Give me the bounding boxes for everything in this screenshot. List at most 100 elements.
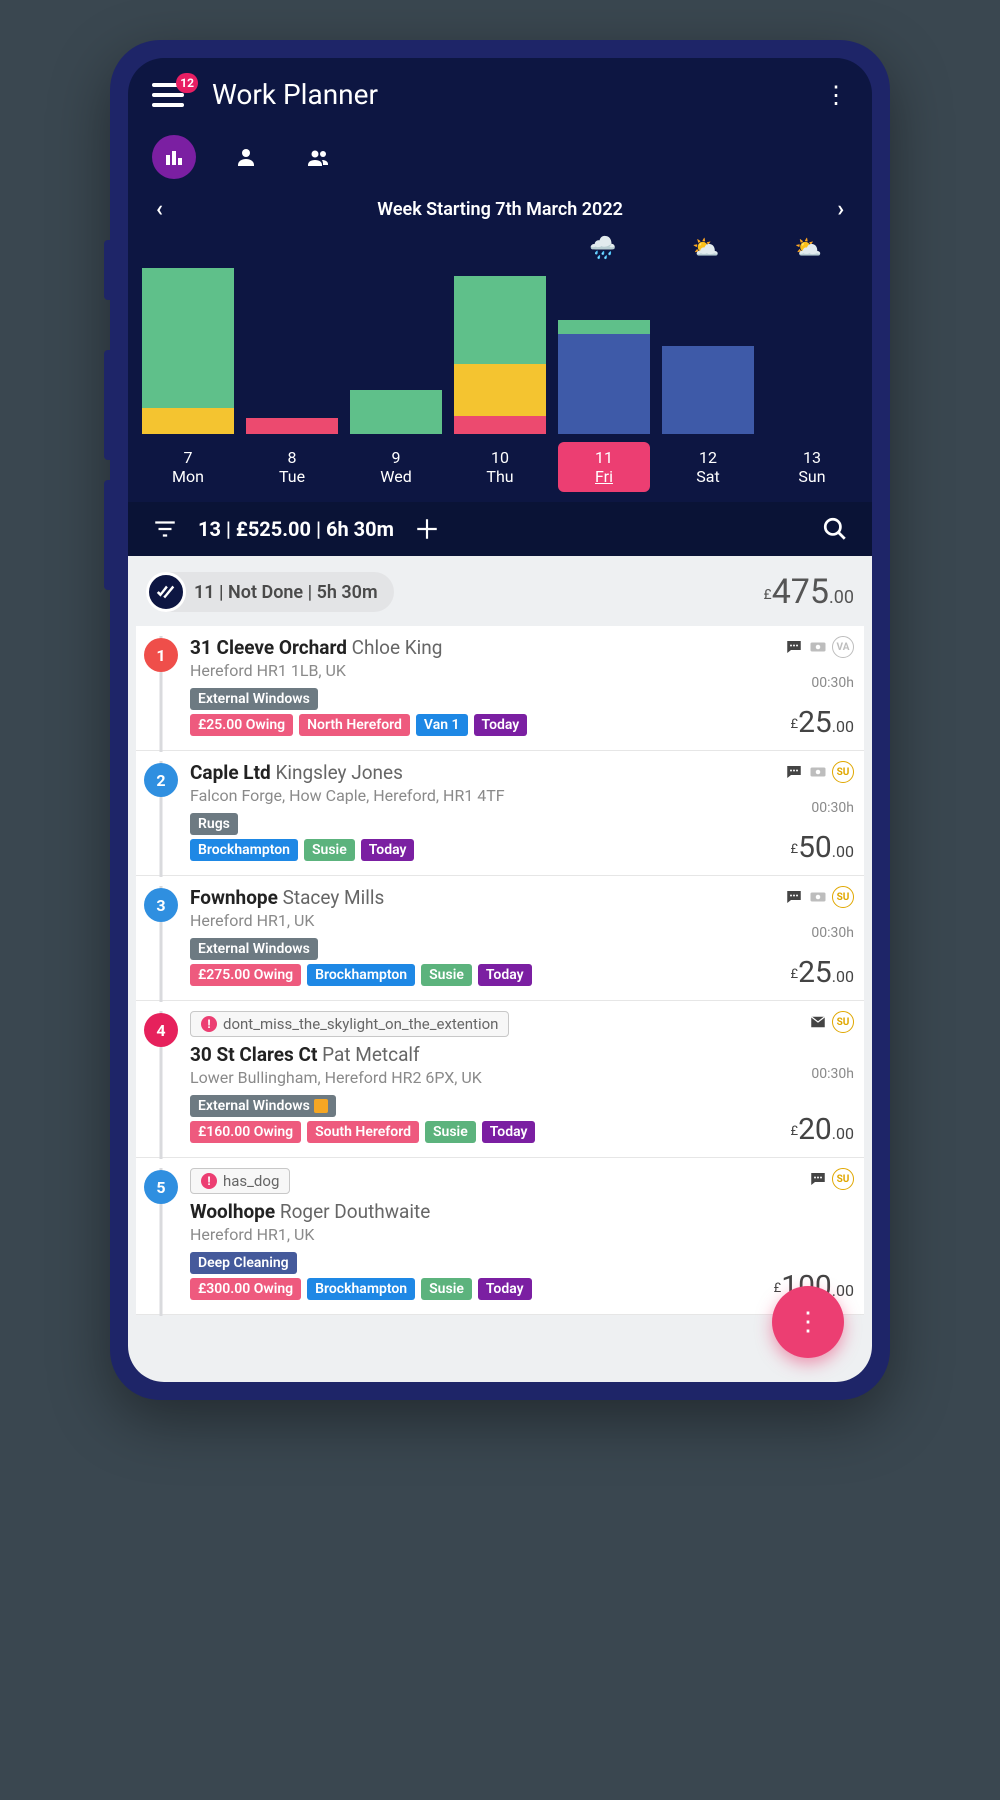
week-title: Week Starting 7th March 2022 [377, 199, 623, 220]
job-status-icons: SU [784, 761, 854, 783]
search-button[interactable] [822, 516, 848, 542]
chart-segment [662, 346, 754, 434]
chart-bar[interactable] [246, 418, 338, 434]
overflow-menu-button[interactable]: ⋮ [824, 83, 848, 107]
job-tag: Susie [421, 1278, 472, 1300]
assignee-badge: SU [832, 1011, 854, 1033]
assignee-badge: SU [832, 886, 854, 908]
chart-bar[interactable] [350, 390, 442, 434]
job-number: 2 [144, 763, 178, 797]
people-icon [306, 145, 330, 169]
job-duration: 00:30h [811, 925, 854, 941]
job-status-icons: SU [808, 1011, 854, 1033]
job-tag: £300.00 Owing [190, 1278, 301, 1300]
chart-segment [246, 418, 338, 434]
job-item[interactable]: 2Caple Ltd Kingsley JonesFalcon Forge, H… [136, 751, 864, 876]
chart-bar[interactable] [454, 276, 546, 434]
app-header: 12 Work Planner ⋮ [128, 58, 872, 123]
job-address: Lower Bullingham, Hereford HR2 6PX, UK [190, 1068, 744, 1087]
job-price: £25.00 [791, 955, 855, 990]
job-tag: Van 1 [416, 714, 468, 736]
group-total: £475.00 [764, 572, 854, 612]
weather-icon: ⛅ [654, 232, 757, 264]
weather-icon [243, 232, 346, 264]
job-tag: Susie [304, 839, 355, 861]
view-tabs [128, 123, 872, 187]
week-nav: ‹ Week Starting 7th March 2022 › [128, 187, 872, 228]
weather-icon [140, 232, 243, 264]
day-label[interactable]: 13Sun [766, 442, 858, 492]
job-item[interactable]: 3Fownhope Stacey MillsHereford HR1, UKEx… [136, 876, 864, 1001]
job-number: 5 [144, 1170, 178, 1204]
job-price: £50.00 [791, 830, 855, 865]
job-item[interactable]: 5!has_dogWoolhope Roger DouthwaiteHerefo… [136, 1158, 864, 1315]
chart-segment [350, 390, 442, 434]
job-tag: £25.00 Owing [190, 714, 293, 736]
job-item[interactable]: 4!dont_miss_the_skylight_on_the_extentio… [136, 1001, 864, 1158]
job-content: 11 | Not Done | 5h 30m £475.00 131 Cleev… [128, 556, 872, 1382]
job-title: 30 St Clares Ct Pat Metcalf [190, 1043, 744, 1066]
job-title: Woolhope Roger Douthwaite [190, 1200, 744, 1223]
next-week-button[interactable]: › [837, 197, 844, 222]
group-chip[interactable]: 11 | Not Done | 5h 30m [146, 572, 394, 612]
chart-bar[interactable] [558, 320, 650, 434]
tab-person[interactable] [224, 135, 268, 179]
weather-row: 🌧️⛅⛅ [128, 228, 872, 264]
job-tag: North Hereford [299, 714, 410, 736]
job-duration: 00:30h [811, 675, 854, 691]
person-icon [234, 145, 258, 169]
weather-icon [346, 232, 449, 264]
job-title: Caple Ltd Kingsley Jones [190, 761, 744, 784]
job-status-icons: VA [784, 636, 854, 658]
bar-chart-icon [162, 145, 186, 169]
day-label[interactable]: 7Mon [142, 442, 234, 492]
job-tag: Today [478, 964, 532, 986]
tab-chart[interactable] [152, 135, 196, 179]
summary-bar: 13 | £525.00 | 6h 30m [128, 502, 872, 556]
job-tag: South Hereford [307, 1121, 419, 1143]
app-screen: 12 Work Planner ⋮ ‹ Week Starting 7th Ma… [128, 58, 872, 1382]
job-title: Fownhope Stacey Mills [190, 886, 744, 909]
job-tag: External Windows [190, 938, 318, 960]
chart-bar[interactable] [142, 268, 234, 434]
app-title: Work Planner [212, 78, 824, 111]
assignee-badge: VA [832, 636, 854, 658]
job-tag: Today [482, 1121, 536, 1143]
phone-frame: 12 Work Planner ⋮ ‹ Week Starting 7th Ma… [110, 40, 890, 1400]
filter-icon[interactable] [152, 516, 178, 542]
prev-week-button[interactable]: ‹ [156, 197, 163, 222]
day-label[interactable]: 8Tue [246, 442, 338, 492]
day-label[interactable]: 9Wed [350, 442, 442, 492]
assignee-badge: SU [832, 761, 854, 783]
tab-team[interactable] [296, 135, 340, 179]
chart-segment [558, 334, 650, 434]
job-tag: Today [478, 1278, 532, 1300]
double-check-icon [146, 572, 186, 612]
day-label[interactable]: 12Sat [662, 442, 754, 492]
job-price: £20.00 [791, 1112, 855, 1147]
job-duration: 00:30h [811, 800, 854, 816]
day-label[interactable]: 11Fri [558, 442, 650, 492]
day-label[interactable]: 10Thu [454, 442, 546, 492]
chart-bar[interactable] [662, 346, 754, 434]
job-item[interactable]: 131 Cleeve Orchard Chloe KingHereford HR… [136, 626, 864, 751]
chart-segment [454, 276, 546, 364]
weekly-bar-chart [128, 264, 872, 434]
weather-icon: ⛅ [757, 232, 860, 264]
chart-segment [558, 320, 650, 334]
job-tag: Today [474, 714, 528, 736]
job-tag: Rugs [190, 813, 238, 835]
job-title: 31 Cleeve Orchard Chloe King [190, 636, 744, 659]
job-note: !dont_miss_the_skylight_on_the_extention [190, 1011, 509, 1037]
job-number: 3 [144, 888, 178, 922]
job-duration: 00:30h [811, 1066, 854, 1082]
job-tag: Susie [425, 1121, 476, 1143]
job-tag: Today [361, 839, 415, 861]
menu-button[interactable]: 12 [152, 83, 184, 107]
add-button[interactable] [414, 516, 440, 542]
job-tag: Deep Cleaning [190, 1252, 297, 1274]
summary-text: 13 | £525.00 | 6h 30m [198, 517, 394, 541]
job-address: Hereford HR1, UK [190, 1225, 744, 1244]
group-header: 11 | Not Done | 5h 30m £475.00 [128, 556, 872, 626]
fab-button[interactable]: ⋮ [772, 1286, 844, 1358]
